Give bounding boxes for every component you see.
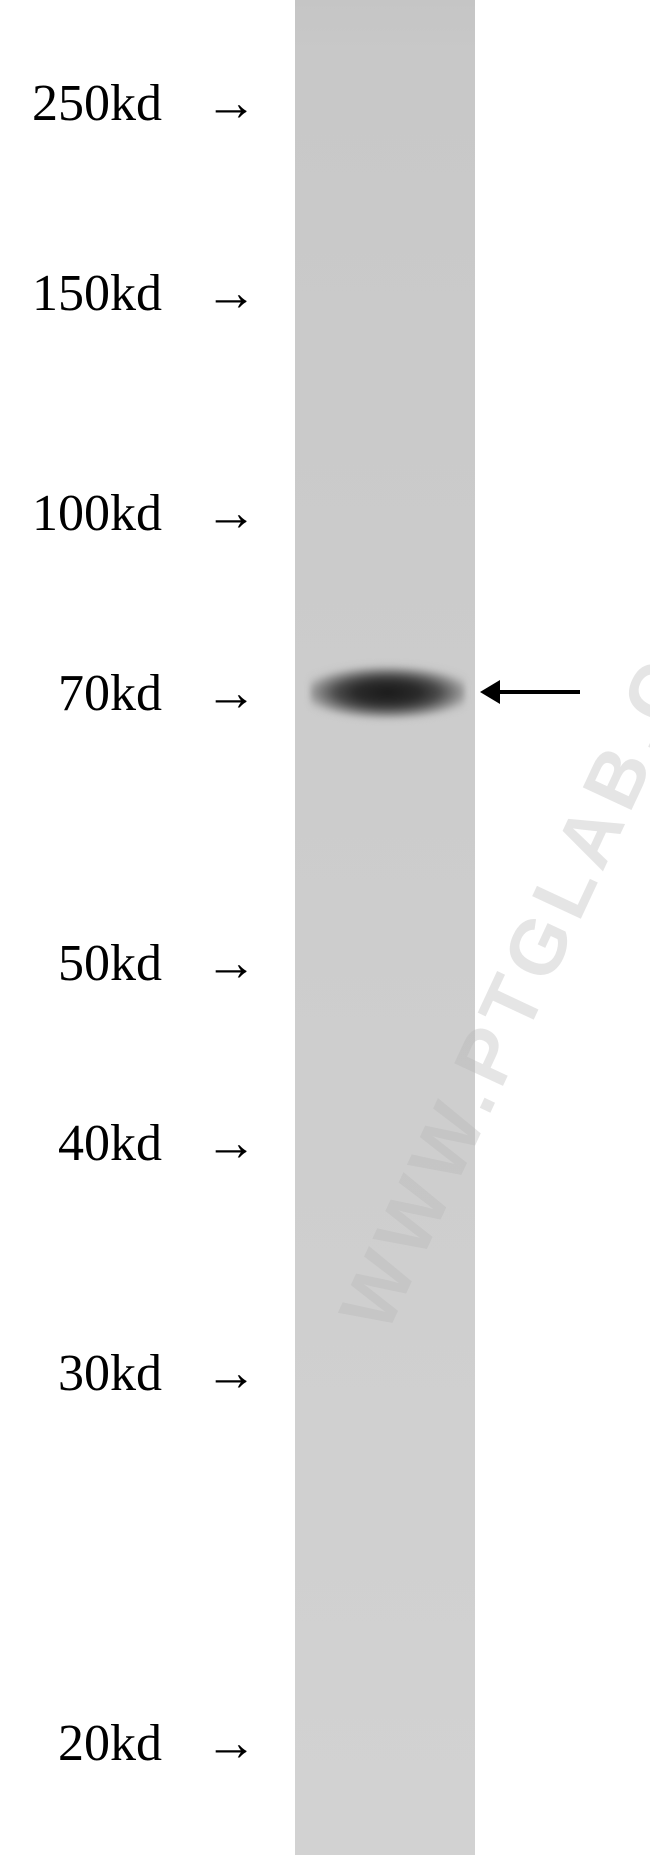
marker-arrow-icon: → bbox=[205, 484, 257, 543]
marker-label-100kd: 100kd bbox=[32, 484, 162, 543]
marker-label-40kd: 40kd bbox=[58, 1114, 162, 1173]
marker-label-30kd: 30kd bbox=[58, 1344, 162, 1403]
marker-arrow-icon: → bbox=[205, 264, 257, 323]
marker-arrow-icon: → bbox=[205, 664, 257, 723]
marker-label-70kd: 70kd bbox=[58, 664, 162, 723]
marker-arrow-icon: → bbox=[205, 1714, 257, 1773]
protein-band bbox=[310, 660, 465, 725]
target-band-arrow bbox=[480, 680, 580, 704]
marker-label-50kd: 50kd bbox=[58, 934, 162, 993]
marker-arrow-icon: → bbox=[205, 74, 257, 133]
marker-arrow-icon: → bbox=[205, 934, 257, 993]
marker-arrow-icon: → bbox=[205, 1344, 257, 1403]
marker-label-250kd: 250kd bbox=[32, 74, 162, 133]
marker-label-20kd: 20kd bbox=[58, 1714, 162, 1773]
marker-arrow-icon: → bbox=[205, 1114, 257, 1173]
marker-label-150kd: 150kd bbox=[32, 264, 162, 323]
arrow-line bbox=[500, 690, 580, 694]
gel-lane bbox=[295, 0, 475, 1855]
arrow-left-icon bbox=[480, 680, 500, 704]
